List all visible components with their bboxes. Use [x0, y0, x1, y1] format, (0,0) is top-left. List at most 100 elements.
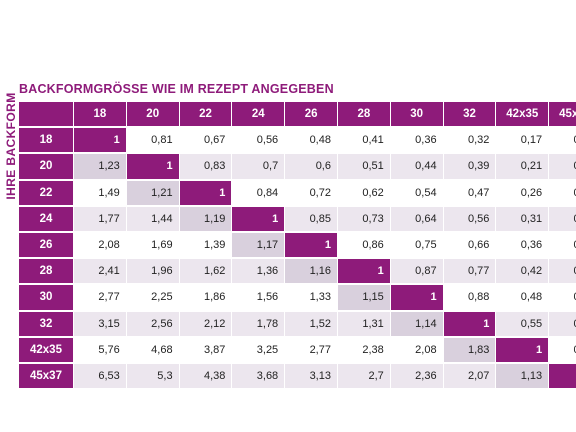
- column-header: 30: [390, 102, 443, 127]
- table-cell: 1,44: [126, 206, 179, 231]
- table-cell: 2,77: [285, 337, 337, 362]
- table-cell: 0,85: [285, 206, 337, 231]
- table-cell: 0,54: [390, 180, 443, 205]
- table-cell: 1,56: [232, 285, 285, 310]
- table-cell: 2,07: [443, 363, 496, 389]
- table-cell: 1,15: [337, 285, 390, 310]
- table-cell: 4,68: [126, 337, 179, 362]
- row-header: 24: [19, 206, 73, 231]
- table-cell: 0,51: [337, 154, 390, 179]
- table-cell: 1: [390, 285, 443, 310]
- column-header: 28: [337, 102, 390, 127]
- table-cell: 1,78: [232, 311, 285, 336]
- table-cell: 1: [74, 128, 126, 153]
- table-cell: 1,77: [74, 206, 126, 231]
- table-cell: 0,66: [443, 232, 496, 258]
- table-cell: 1,13: [496, 363, 549, 389]
- table-cell: 5,3: [126, 363, 179, 389]
- table-cell: 0,47: [443, 180, 496, 205]
- table-cell: 0,42: [549, 285, 576, 310]
- table-cell: 1: [179, 180, 232, 205]
- table-cell: 0,31: [496, 206, 549, 231]
- table-cell: 2,08: [74, 232, 126, 258]
- table-cell: 0,26: [496, 180, 549, 205]
- table-cell: 0,36: [390, 128, 443, 153]
- table-cell: 1,96: [126, 259, 179, 284]
- table-cell: 1,36: [232, 259, 285, 284]
- table-cell: 3,15: [74, 311, 126, 336]
- column-header: 22: [179, 102, 232, 127]
- table-cell: 0,32: [443, 128, 496, 153]
- column-header: 20: [126, 102, 179, 127]
- table-cell: 3,87: [179, 337, 232, 362]
- table-cell: 0,67: [179, 128, 232, 153]
- table-cell: 0,83: [179, 154, 232, 179]
- table-cell: 1,52: [285, 311, 337, 336]
- table-cell: 0,42: [496, 259, 549, 284]
- table-cell: 1,86: [179, 285, 232, 310]
- table-cell: 0,84: [232, 180, 285, 205]
- side-label: IHRE BACKFORM: [4, 92, 18, 200]
- table-cell: 1,19: [179, 206, 232, 231]
- table-cell: 0,88: [443, 285, 496, 310]
- table-cell: 1,31: [337, 311, 390, 336]
- table-cell: 6,53: [74, 363, 126, 389]
- table-cell: 2,77: [74, 285, 126, 310]
- table-cell: 1: [232, 206, 285, 231]
- table-cell: 0,21: [496, 154, 549, 179]
- table-cell: 0,87: [390, 259, 443, 284]
- row-header: 22: [19, 180, 73, 205]
- table-cell: 0,7: [232, 154, 285, 179]
- table-cell: 0,17: [496, 128, 549, 153]
- table-cell: 2,7: [337, 363, 390, 389]
- table-cell: 0,56: [443, 206, 496, 231]
- row-header: 28: [19, 259, 73, 284]
- table-cell: 0,48: [285, 128, 337, 153]
- table-cell: 2,08: [390, 337, 443, 362]
- table-cell: 1: [443, 311, 496, 336]
- table-cell: 1,16: [285, 259, 337, 284]
- row-header: 20: [19, 154, 73, 179]
- table-cell: 3,25: [232, 337, 285, 362]
- table-cell: 1,23: [74, 154, 126, 179]
- table-cell: 2,25: [126, 285, 179, 310]
- table-cell: 2,12: [179, 311, 232, 336]
- table-cell: 1,49: [74, 180, 126, 205]
- table-corner: [19, 102, 73, 127]
- table-cell: 1,33: [285, 285, 337, 310]
- table-cell: 1,62: [179, 259, 232, 284]
- conversion-table: 182022242628303242x3545x371810,810,670,5…: [19, 102, 576, 389]
- table-title: BACKFORMGRÖSSE WIE IM REZEPT ANGEGEBEN: [19, 82, 334, 96]
- table-cell: 3,13: [285, 363, 337, 389]
- table-cell: 0,72: [285, 180, 337, 205]
- column-header: 18: [74, 102, 126, 127]
- column-header: 42x35: [496, 102, 549, 127]
- table-cell: 3,68: [232, 363, 285, 389]
- table-cell: 0,19: [549, 154, 576, 179]
- column-header: 32: [443, 102, 496, 127]
- table-cell: 2,36: [390, 363, 443, 389]
- row-header: 32: [19, 311, 73, 336]
- table-cell: 2,38: [337, 337, 390, 362]
- column-header: 26: [285, 102, 337, 127]
- table-cell: 0,37: [549, 259, 576, 284]
- table-cell: 0,44: [390, 154, 443, 179]
- table-cell: 0,81: [126, 128, 179, 153]
- table-cell: 0,88: [549, 337, 576, 362]
- table-cell: 0,15: [549, 128, 576, 153]
- row-header: 18: [19, 128, 73, 153]
- table-cell: 0,86: [337, 232, 390, 258]
- table-cell: 0,32: [549, 232, 576, 258]
- row-header: 42x35: [19, 337, 73, 362]
- table-cell: 0,62: [337, 180, 390, 205]
- table-cell: 0,48: [549, 311, 576, 336]
- table-cell: 1,69: [126, 232, 179, 258]
- table-cell: 1: [549, 363, 576, 389]
- column-header: 45x37: [549, 102, 576, 127]
- table-cell: 2,41: [74, 259, 126, 284]
- table-cell: 0,27: [549, 206, 576, 231]
- table-cell: 1,17: [232, 232, 285, 258]
- table-cell: 5,76: [74, 337, 126, 362]
- table-cell: 0,56: [232, 128, 285, 153]
- table-cell: 2,56: [126, 311, 179, 336]
